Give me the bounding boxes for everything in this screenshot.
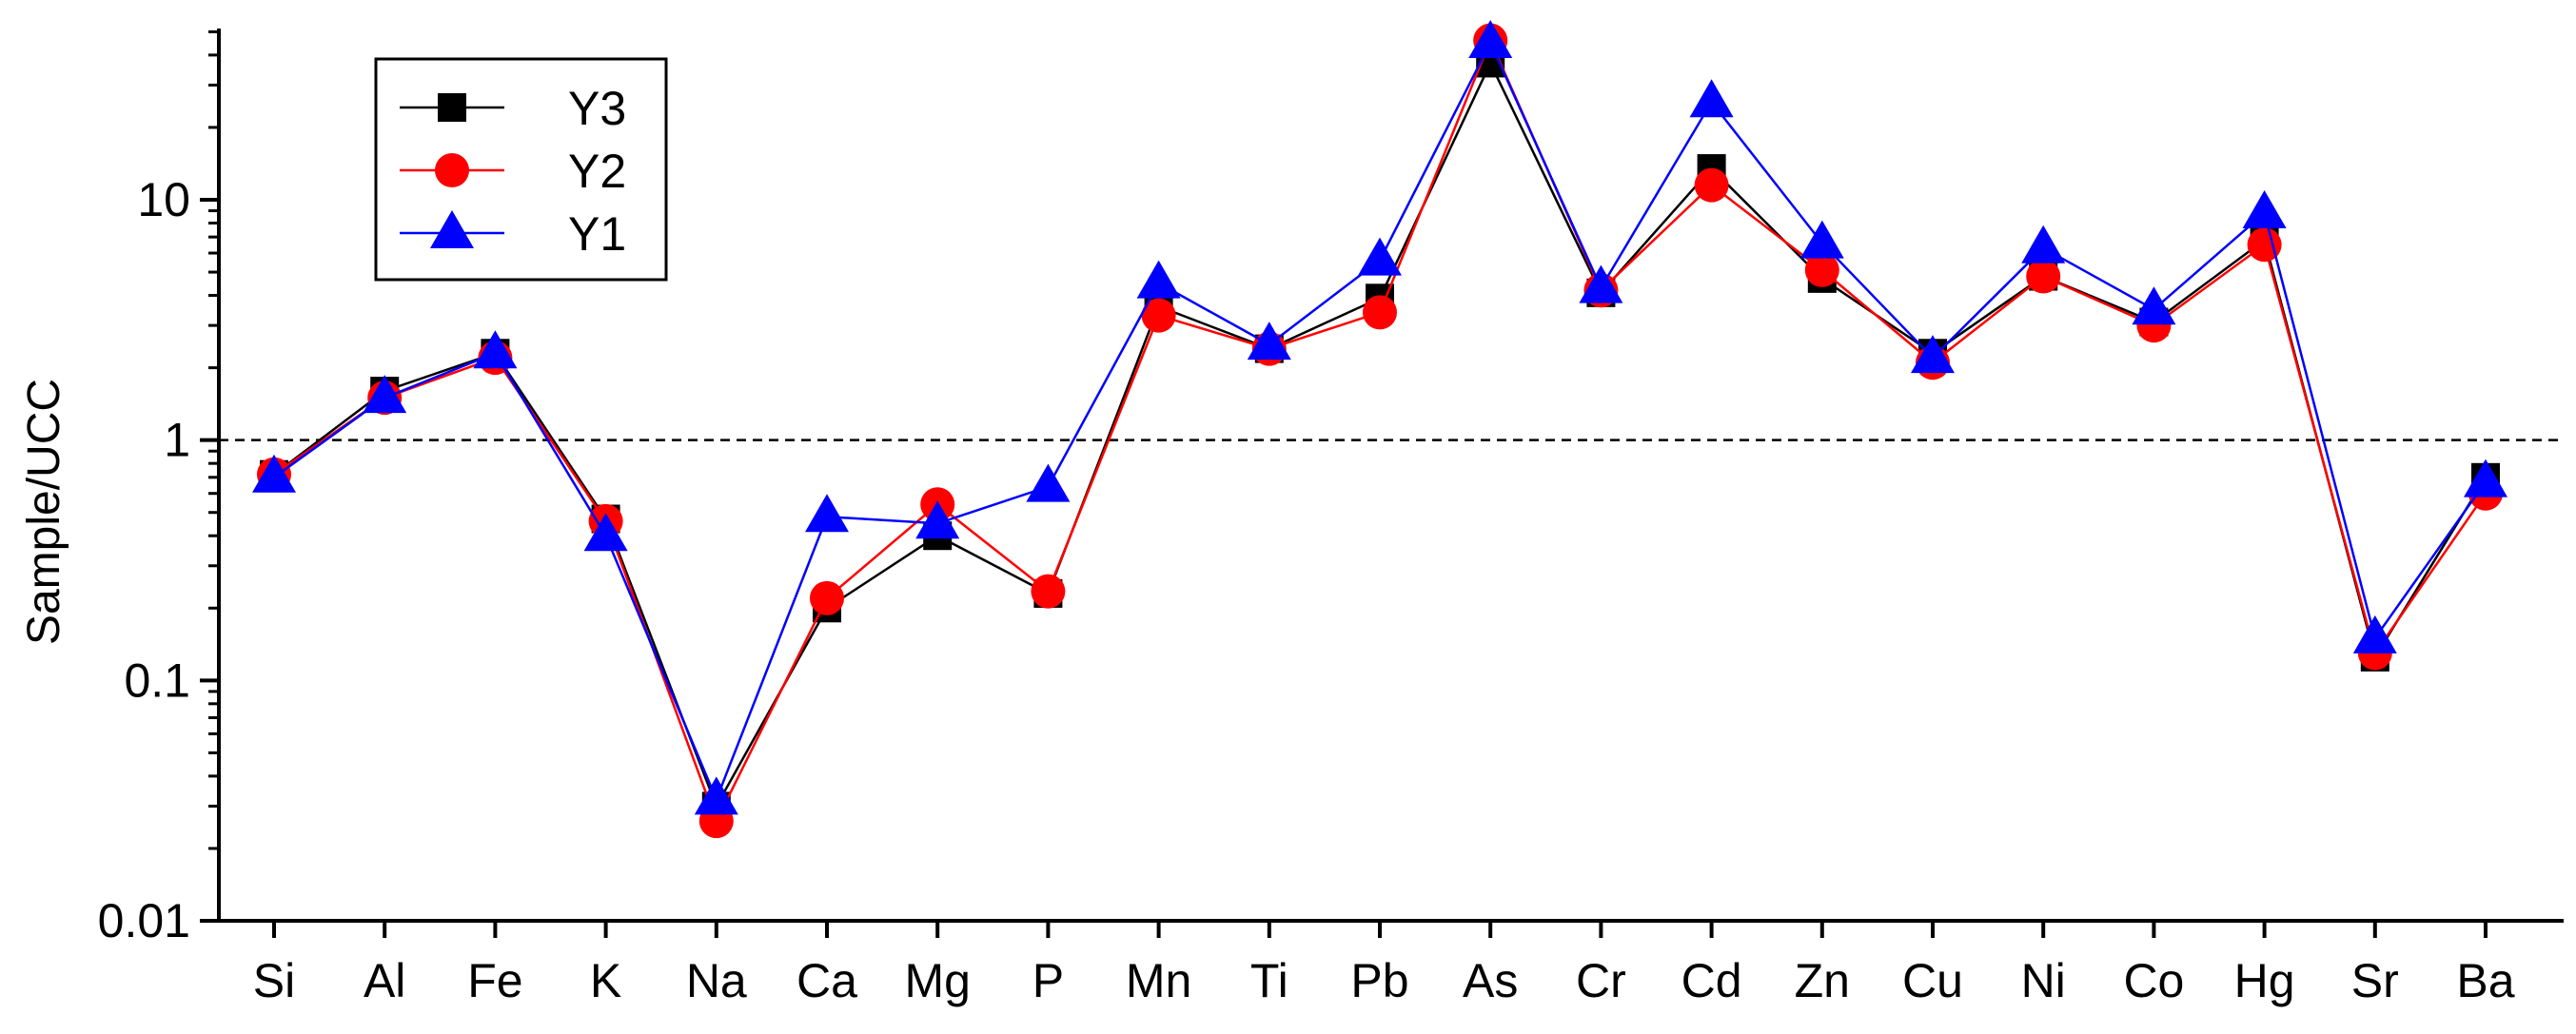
data-point-y2-p (1031, 574, 1066, 609)
data-point-y1-as (1468, 19, 1513, 58)
legend-label-y3: Y3 (568, 82, 626, 135)
data-point-y1-hg (2242, 190, 2287, 229)
x-tick-label: Si (253, 954, 295, 1007)
x-tick-label: Ti (1250, 954, 1288, 1007)
data-point-y2-mn (1141, 298, 1176, 333)
data-point-y2-zn (1804, 252, 1839, 287)
y-tick-label: 0.1 (124, 654, 190, 707)
x-tick-label: Fe (467, 954, 522, 1007)
data-point-y1-si (252, 454, 296, 493)
legend-marker-y2 (435, 153, 469, 187)
legend-item-y3: Y3 (400, 82, 626, 135)
data-point-y1-ca (805, 494, 849, 533)
data-point-y1-ni (2021, 224, 2066, 263)
data-point-y1-na (694, 776, 738, 815)
x-tick-label: Cu (1902, 954, 1963, 1007)
data-point-y1-mg (915, 500, 960, 539)
legend-marker-y3 (438, 93, 466, 122)
legend-marker-y1 (430, 210, 474, 248)
legend: Y3 Y2 Y1 (374, 57, 668, 282)
y-tick-label: 1 (164, 414, 190, 467)
x-tick-label: As (1463, 954, 1518, 1007)
x-tick-label: Zn (1795, 954, 1850, 1007)
legend-label-y2: Y2 (568, 145, 626, 198)
legend-label-y1: Y1 (568, 207, 626, 261)
y-axis-label: Sample/UCC (19, 379, 69, 645)
x-tick-label: Ni (2021, 954, 2066, 1007)
data-point-y2-ni (2026, 259, 2061, 294)
x-tick-label: Pb (1350, 954, 1408, 1007)
data-point-y2-pb (1363, 295, 1397, 330)
x-tick-label: Al (364, 954, 405, 1007)
x-tick-label: Cd (1681, 954, 1742, 1007)
x-tick-label: Na (686, 954, 747, 1007)
data-point-y1-sr (2352, 615, 2397, 654)
data-point-y1-zn (1799, 220, 1844, 259)
axes: 0.01 0.1 1 10 Si Al Fe K Na Ca Mg P Mn Ti Pb As Cr Cd Zn Cu… (98, 29, 2564, 1007)
data-point-y1-cu (1911, 335, 1955, 374)
data-point-y1-co (2132, 286, 2176, 325)
data-point-y1-pb (1358, 237, 1402, 276)
x-tick-label: Co (2123, 954, 2184, 1007)
x-tick-label: Mn (1126, 954, 1191, 1007)
x-tick-label: Mg (904, 954, 970, 1007)
data-point-y1-ti (1247, 322, 1291, 361)
x-tick-label: Sr (2351, 954, 2399, 1007)
x-tick-label: Cr (1576, 954, 1626, 1007)
data-point-y2-ca (810, 580, 844, 615)
data-point-y1-cr (1579, 264, 1623, 303)
data-point-y2-cd (1694, 167, 1729, 203)
legend-item-y1: Y1 (400, 207, 626, 261)
series-y1 (252, 19, 2507, 815)
y-tick-label: 10 (137, 173, 190, 226)
data-point-y1-p (1026, 463, 1071, 502)
data-point-y1-fe (473, 330, 518, 369)
x-tick-label: Ca (796, 954, 857, 1007)
data-point-y1-ba (2464, 458, 2507, 497)
series-layer (252, 19, 2507, 839)
data-point-y1-cd (1689, 79, 1734, 118)
legend-item-y2: Y2 (400, 145, 626, 198)
data-point-y1-al (363, 375, 407, 414)
x-tick-label: Hg (2234, 954, 2295, 1007)
data-point-y1-mn (1136, 260, 1181, 299)
x-tick-label: Ba (2456, 954, 2514, 1007)
data-point-y1-k (583, 513, 628, 552)
y-tick-label: 0.01 (98, 894, 190, 947)
x-tick-label: K (590, 954, 621, 1007)
x-tick-label: P (1032, 954, 1064, 1007)
data-point-y2-hg (2247, 227, 2282, 263)
